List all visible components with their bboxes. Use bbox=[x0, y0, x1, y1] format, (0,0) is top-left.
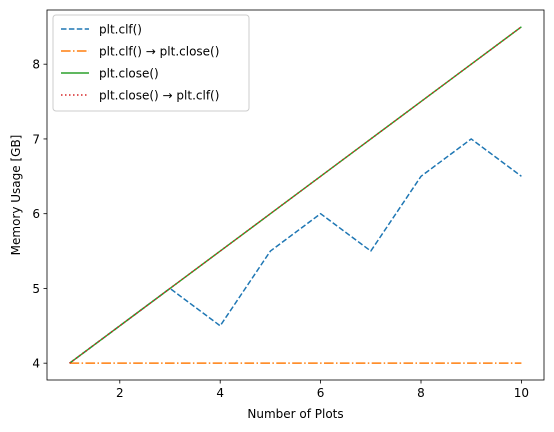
y-tick-label: 6 bbox=[32, 207, 40, 221]
x-tick-label: 2 bbox=[116, 386, 124, 400]
legend-label-1: plt.clf() bbox=[99, 23, 142, 37]
y-tick-label: 4 bbox=[32, 357, 40, 371]
legend-box bbox=[52, 14, 250, 112]
legend-label-3: plt.close() bbox=[99, 67, 159, 81]
x-axis-ticks: 2 4 6 8 10 bbox=[116, 380, 529, 400]
series-line-1 bbox=[69, 138, 522, 364]
y-axis-label: Memory Usage [GB] bbox=[9, 135, 23, 256]
y-tick-label: 7 bbox=[32, 132, 40, 146]
plot-frame bbox=[46, 9, 545, 381]
x-tick-label: 6 bbox=[317, 386, 325, 400]
y-tick-label: 5 bbox=[32, 282, 40, 296]
series-line-4 bbox=[69, 26, 522, 364]
legend-label-2: plt.clf() → plt.close() bbox=[99, 45, 219, 59]
series-layer bbox=[69, 26, 522, 364]
x-axis-label: Number of Plots bbox=[247, 407, 343, 421]
y-tick-label: 8 bbox=[32, 58, 40, 72]
x-tick-label: 10 bbox=[514, 386, 529, 400]
x-tick-label: 8 bbox=[417, 386, 425, 400]
x-tick-label: 4 bbox=[216, 386, 224, 400]
y-axis-ticks: 4 5 6 7 8 bbox=[32, 58, 47, 371]
legend: plt.clf() plt.clf() → plt.close() plt.clos… bbox=[52, 14, 250, 112]
legend-label-4: plt.close() → plt.clf() bbox=[99, 89, 219, 103]
